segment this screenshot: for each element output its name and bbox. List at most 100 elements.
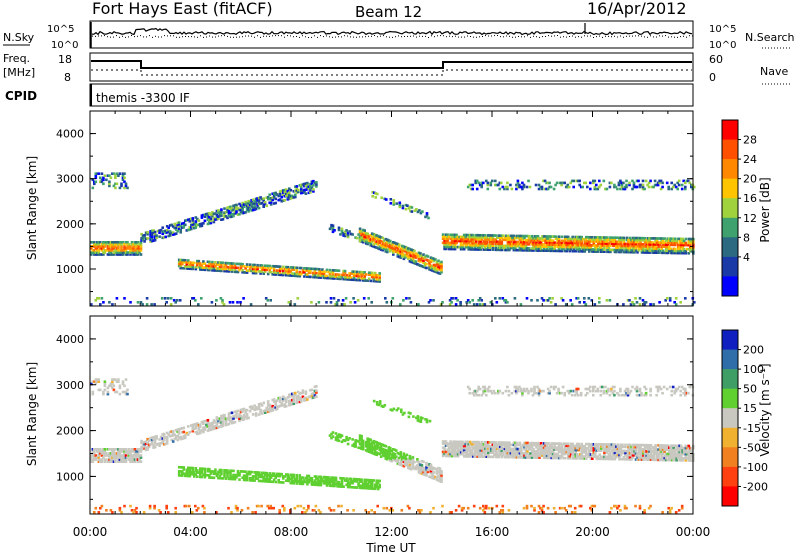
range-cell: [211, 260, 214, 264]
range-cell: [115, 243, 119, 246]
range-cell: [614, 185, 618, 189]
range-cell: [313, 389, 317, 393]
range-cell: [200, 467, 204, 470]
range-cell: [193, 471, 196, 474]
range-cell: [505, 449, 508, 453]
range-cell: [465, 245, 469, 249]
range-cell: [149, 234, 152, 237]
range-cell: [168, 224, 172, 227]
range-cell: [443, 235, 446, 238]
range-cell: [322, 270, 326, 273]
range-cell: [248, 263, 252, 266]
range-cell: [93, 241, 96, 244]
range-cell: [139, 249, 143, 252]
range-cell: [358, 227, 362, 231]
range-cell: [232, 417, 235, 420]
range-cell: [218, 214, 222, 218]
range-cell: [530, 243, 534, 246]
range-cell: [687, 179, 690, 183]
range-cell: [631, 242, 635, 246]
range-cell: [138, 450, 141, 453]
range-cell: [274, 193, 277, 197]
range-cell: [526, 441, 529, 445]
range-cell: [676, 251, 680, 255]
range-cell: [352, 274, 356, 277]
range-cell: [466, 185, 470, 189]
y-tick-label: 2000: [56, 218, 84, 231]
range-cell: [291, 402, 294, 406]
range-cell: [327, 276, 330, 280]
range-cell: [553, 452, 556, 456]
range-cell: [487, 234, 490, 237]
range-cell: [634, 297, 637, 300]
range-cell: [482, 244, 486, 247]
range-cell: [102, 253, 105, 256]
range-cell: [402, 253, 406, 256]
range-cell: [480, 244, 484, 247]
range-cell: [229, 215, 232, 219]
cpid-value: themis -3300 IF: [96, 91, 190, 105]
range-cell: [263, 270, 267, 274]
range-cell: [300, 391, 303, 395]
range-cell: [188, 468, 192, 472]
range-cell: [588, 244, 591, 247]
range-cell: [97, 448, 101, 451]
range-cell: [211, 213, 214, 216]
range-cell: [527, 448, 531, 451]
range-cell: [548, 452, 552, 456]
range-cell: [438, 272, 442, 275]
range-cell: [364, 242, 368, 245]
range-cell: [152, 436, 155, 439]
range-cell: [263, 471, 267, 475]
range-cell: [688, 181, 692, 185]
range-cell: [372, 448, 375, 451]
range-cell: [500, 240, 504, 244]
range-cell: [215, 217, 219, 221]
range-cell: [277, 480, 280, 484]
range-cell: [482, 455, 486, 458]
range-cell: [254, 197, 258, 201]
range-cell: [310, 186, 314, 190]
range-cell: [233, 477, 237, 481]
range-cell: [432, 259, 436, 263]
range-cell: [109, 253, 113, 256]
range-cell: [144, 237, 148, 241]
range-cell: [642, 236, 645, 240]
range-cell: [646, 241, 650, 244]
range-cell: [266, 410, 270, 414]
range-cell: [369, 448, 372, 452]
range-cell: [444, 245, 448, 249]
range-cell: [446, 237, 449, 241]
range-cell: [369, 485, 372, 488]
range-cell: [464, 233, 467, 237]
range-cell: [632, 181, 636, 185]
range-cell: [453, 237, 457, 241]
noise-search-dot: [503, 36, 504, 38]
range-cell: [399, 250, 403, 253]
range-cell: [512, 234, 516, 238]
range-cell: [541, 243, 544, 246]
power-x-ticks: [89, 111, 694, 306]
range-cell: [144, 442, 148, 446]
range-cell: [646, 183, 649, 187]
range-cell: [121, 178, 125, 182]
range-cell: [288, 268, 291, 271]
range-cell: [236, 213, 240, 216]
range-cell: [678, 251, 681, 255]
range-cell: [476, 449, 479, 452]
range-cell: [417, 255, 421, 259]
range-cell: [511, 246, 514, 250]
range-cell: [414, 465, 418, 469]
range-cell: [643, 187, 646, 191]
range-cell: [474, 444, 478, 448]
range-cell: [446, 442, 449, 445]
range-cell: [410, 467, 413, 471]
range-cell: [361, 273, 365, 276]
noise-search-dot: [584, 35, 585, 37]
range-cell: [530, 237, 534, 240]
range-cell: [551, 452, 555, 456]
range-cell: [358, 438, 362, 441]
range-cell: [120, 245, 123, 248]
range-cell: [441, 235, 445, 238]
range-cell: [499, 449, 502, 453]
